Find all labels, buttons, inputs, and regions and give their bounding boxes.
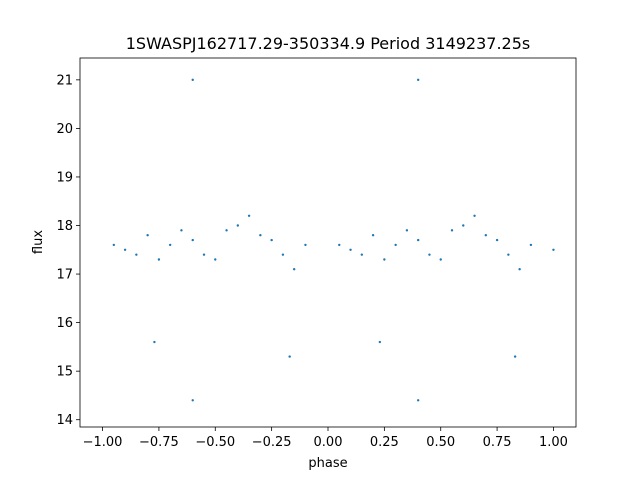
scatter-point [123, 248, 127, 251]
scatter-point [495, 238, 499, 242]
scatter-point [292, 268, 296, 271]
y-tick-label: 20 [56, 122, 73, 137]
scatter-point [304, 243, 307, 247]
scatter-point [462, 224, 465, 227]
scatter-point [371, 234, 375, 237]
scatter-point [281, 253, 285, 256]
scatter-point [405, 229, 409, 232]
scatter-point [529, 243, 533, 247]
y-tick-label: 19 [56, 170, 73, 185]
scatter-point [552, 248, 555, 251]
x-tick-label: 0.25 [370, 435, 399, 450]
y-tick-label: 18 [56, 219, 73, 234]
scatter-point [259, 234, 262, 237]
y-axis-ticks: 14 15 16 17 18 19 20 21 [56, 73, 80, 428]
scatter-point [507, 253, 510, 256]
scatter-point [236, 224, 240, 227]
x-axis-label: phase [308, 456, 347, 471]
x-axis-ticks: −1.00 −0.75 −0.50 −0.25 0.00 0.25 0.50 0.75 1.00 [83, 427, 568, 450]
scatter-point [191, 78, 194, 82]
scatter-point [180, 229, 183, 232]
y-tick-label: 16 [56, 316, 73, 331]
scatter-point [518, 268, 521, 271]
scatter-point [416, 238, 420, 242]
scatter-point [428, 253, 431, 256]
x-tick-label: 0.75 [483, 435, 512, 450]
x-tick-label: −0.50 [195, 435, 235, 450]
x-tick-label: 1.00 [539, 435, 568, 450]
scatter-point [157, 258, 161, 261]
scatter-point [473, 214, 476, 217]
scatter-point [247, 214, 251, 217]
scatter-point [394, 243, 397, 247]
y-tick-label: 21 [56, 73, 73, 88]
scatter-point [202, 253, 206, 256]
scatter-point [349, 248, 352, 251]
scatter-point [225, 229, 228, 232]
scatter-point [146, 234, 149, 237]
x-tick-label: −1.00 [83, 435, 123, 450]
scatter-point [191, 399, 194, 402]
scatter-point [214, 258, 217, 261]
x-tick-label: −0.75 [139, 435, 179, 450]
scatter-point [338, 243, 341, 247]
scatter-point [484, 234, 488, 237]
x-tick-label: 0.00 [314, 435, 343, 450]
scatter-point [270, 238, 273, 242]
scatter-point [191, 238, 194, 242]
scatter-point [416, 78, 420, 82]
x-tick-label: 0.50 [426, 435, 455, 450]
scatter-point [513, 355, 517, 358]
chart-title: 1SWASPJ162717.29-350334.9 Period 3149237… [126, 34, 531, 53]
scatter-point [360, 253, 364, 256]
scatter-point [450, 229, 454, 232]
scatter-point [112, 243, 116, 247]
scatter-point [416, 399, 420, 402]
scatter-point [135, 253, 138, 256]
scatter-point [288, 355, 291, 358]
scatter-point [378, 340, 382, 344]
scatter-point [153, 340, 156, 344]
y-axis-label: flux [31, 230, 46, 254]
scatter-points [112, 78, 555, 402]
y-tick-label: 14 [56, 413, 73, 428]
y-tick-label: 17 [56, 268, 73, 283]
scatter-point [168, 243, 172, 247]
scatter-point [439, 258, 442, 261]
x-tick-label: −0.25 [252, 435, 292, 450]
y-tick-label: 15 [56, 365, 73, 380]
scatter-point [383, 258, 386, 261]
